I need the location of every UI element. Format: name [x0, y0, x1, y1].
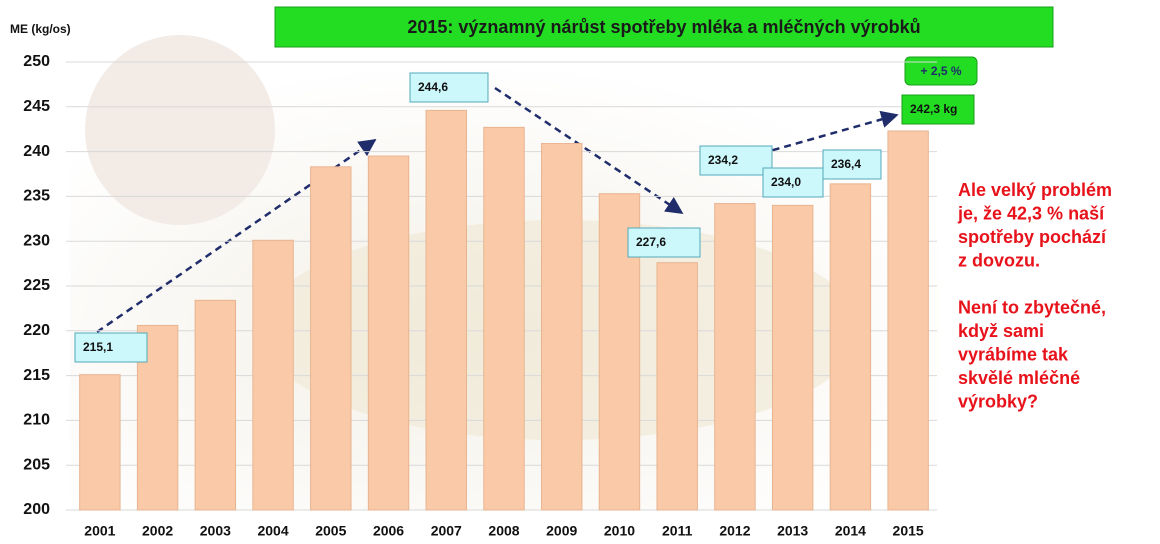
x-tick-label: 2010 — [604, 523, 635, 539]
value-label: 215,1 — [83, 340, 113, 354]
bar — [368, 156, 408, 510]
x-tick-label: 2011 — [662, 523, 693, 539]
bar — [253, 240, 293, 510]
x-tick-label: 2001 — [84, 523, 115, 539]
note-line: když sami — [958, 321, 1044, 341]
y-tick-label: 235 — [23, 188, 50, 205]
x-tick-label: 2014 — [835, 523, 866, 539]
chart-title: 2015: významný nárůst spotřeby mléka a m… — [407, 17, 920, 37]
x-tick-label: 2002 — [142, 523, 173, 539]
note-line: je, že 42,3 % naší — [957, 203, 1105, 223]
value-label: 234,2 — [708, 153, 738, 167]
x-tick-label: 2004 — [257, 523, 288, 539]
value-label: 242,3 kg — [910, 102, 957, 116]
y-tick-label: 215 — [23, 367, 50, 384]
x-tick-label: 2006 — [373, 523, 404, 539]
bar — [772, 205, 812, 510]
x-tick-label: 2012 — [719, 523, 750, 539]
y-tick-label: 240 — [23, 143, 50, 160]
x-tick-label: 2003 — [200, 523, 231, 539]
note-line: skvělé mléčné — [958, 368, 1080, 388]
x-tick-label: 2007 — [431, 523, 462, 539]
annotation: + 2,5 % — [920, 64, 961, 78]
x-tick-label: 2013 — [777, 523, 808, 539]
value-label: 227,6 — [636, 235, 666, 249]
y-tick-label: 250 — [23, 53, 50, 70]
note-line: z dovozu. — [958, 250, 1040, 270]
x-tick-label: 2009 — [546, 523, 577, 539]
y-tick-label: 230 — [23, 232, 50, 249]
bar — [426, 110, 466, 510]
bar — [484, 127, 524, 510]
y-tick-label: 220 — [23, 322, 50, 339]
y-tick-label: 210 — [23, 412, 50, 429]
y-tick-label: 200 — [23, 501, 50, 518]
y-tick-label: 245 — [23, 98, 50, 115]
x-tick-label: 2008 — [488, 523, 519, 539]
bar — [80, 375, 120, 510]
value-label: 234,0 — [771, 175, 801, 189]
bar — [830, 184, 870, 510]
bar — [657, 263, 697, 510]
x-tick-label: 2015 — [893, 523, 924, 539]
bar — [311, 167, 351, 510]
note-line: výrobky? — [958, 391, 1038, 411]
bar — [888, 131, 928, 510]
y-axis-label: ME (kg/os) — [10, 22, 71, 36]
chart: 2015: významný nárůst spotřeby mléka a m… — [0, 0, 1160, 544]
note-line: spotřeby pochází — [958, 227, 1107, 247]
note-line: Není to zbytečné, — [958, 297, 1106, 317]
y-tick-label: 205 — [23, 456, 50, 473]
note-line: vyrábíme tak — [958, 344, 1069, 364]
x-tick-label: 2005 — [315, 523, 346, 539]
bar — [195, 300, 235, 510]
note-line: Ale velký problém — [958, 180, 1112, 200]
value-label: 244,6 — [418, 80, 448, 94]
value-label: 236,4 — [831, 157, 861, 171]
bar — [715, 204, 755, 510]
y-tick-label: 225 — [23, 277, 50, 294]
bar — [542, 144, 582, 510]
